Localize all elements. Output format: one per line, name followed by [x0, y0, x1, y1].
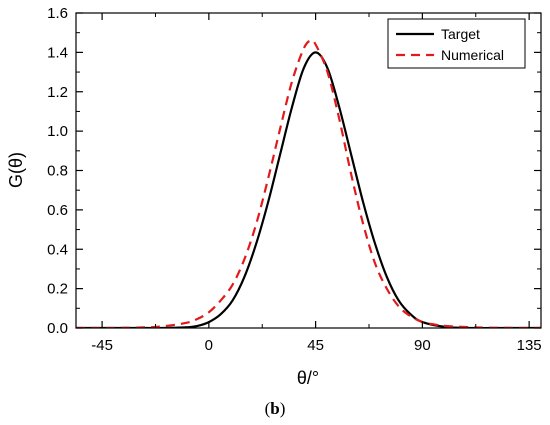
- x-tick-label: 0: [205, 337, 213, 354]
- y-tick-label: 0.0: [47, 320, 68, 337]
- y-tick-label: 0.4: [47, 241, 68, 258]
- panel-label-open: (: [265, 399, 271, 418]
- x-tick-label: -45: [91, 337, 113, 354]
- panel-label-letter: b: [270, 399, 279, 418]
- y-tick-label: 1.2: [47, 84, 68, 101]
- legend-label-numerical: Numerical: [441, 47, 504, 63]
- legend: Target Numerical: [387, 18, 526, 69]
- x-tick-label: 45: [307, 337, 324, 354]
- y-tick-label: 1.0: [47, 123, 68, 140]
- panel-label: (b): [265, 399, 286, 418]
- series-line-target: [76, 51, 541, 328]
- x-axis: -45 0 45 90 135: [91, 13, 542, 354]
- y-tick-label: 0.2: [47, 281, 68, 298]
- x-tick-label: 90: [414, 337, 431, 354]
- x-tick-label: 135: [517, 337, 542, 354]
- y-tick-label: 0.8: [47, 163, 68, 180]
- legend-box: [387, 18, 526, 69]
- panel-label-close: ): [280, 399, 286, 418]
- x-axis-label: θ/°: [297, 368, 319, 388]
- y-tick-label: 1.6: [47, 5, 68, 22]
- y-tick-label: 1.4: [47, 44, 68, 61]
- series-line-numerical: [76, 39, 541, 328]
- legend-label-target: Target: [441, 26, 480, 42]
- y-axis-label: G(θ): [6, 152, 26, 188]
- series-layer: [76, 39, 541, 328]
- y-tick-label: 0.6: [47, 202, 68, 219]
- y-axis: 0.0 0.2 0.4 0.6 0.8 1.0 1.2 1.4 1.6: [47, 5, 541, 337]
